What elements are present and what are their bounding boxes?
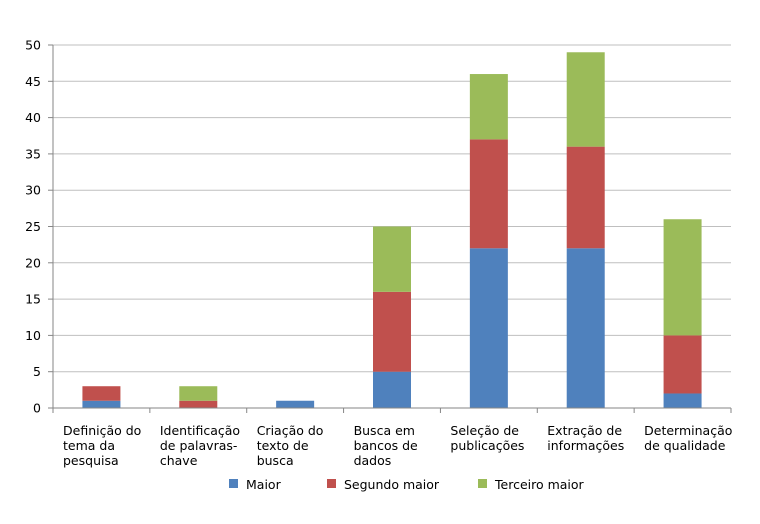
legend: Maior Segundo maior Terceiro maior: [229, 477, 585, 492]
x-tick-label-line: Definição do: [63, 423, 141, 438]
y-tick-label: 50: [25, 38, 41, 53]
x-tick-label-line: tema da: [63, 438, 115, 453]
legend-label: Terceiro maior: [494, 477, 585, 492]
x-tick-label: Extração de informações: [547, 423, 624, 453]
x-tick-label-line: de qualidade: [644, 438, 726, 453]
y-tick-label: 0: [33, 401, 41, 416]
bar-segment: [566, 52, 605, 147]
legend-swatch: [478, 479, 487, 488]
y-tick-label: 45: [25, 74, 41, 89]
x-tick-label: Seleção de publicações: [450, 423, 524, 453]
x-tick-label-line: Criação do: [257, 423, 324, 438]
legend-label: Segundo maior: [344, 477, 440, 492]
legend-swatch: [229, 479, 238, 488]
legend-label: Maior: [246, 477, 282, 492]
bar-segment: [82, 400, 121, 408]
x-tick-label: Criação do texto de busca: [257, 423, 324, 468]
y-tick-labels: 0 5 10 15 20 25 30 35 40 45 50: [25, 38, 41, 416]
x-tick-label-line: Seleção de: [450, 423, 519, 438]
bar-segment: [469, 248, 508, 408]
y-tick-label: 35: [25, 146, 41, 161]
bar-segment: [566, 248, 605, 408]
x-tick-label-line: informações: [547, 438, 624, 453]
x-tick-label-line: Identificação: [160, 423, 240, 438]
x-tick-label-line: texto de: [257, 438, 309, 453]
x-tick-label-line: bancos de: [354, 438, 418, 453]
y-tick-label: 10: [25, 328, 41, 343]
x-tick-label: Busca em bancos de dados: [354, 423, 418, 468]
x-tick-label-line: pesquisa: [63, 453, 119, 468]
x-tick-label-line: dados: [354, 453, 392, 468]
x-tick-label-line: publicações: [450, 438, 524, 453]
x-tick-label-line: Busca em: [354, 423, 415, 438]
y-tick-label: 20: [25, 255, 41, 270]
bar-segment: [663, 393, 702, 408]
x-tick-label: Determinação de qualidade: [644, 423, 732, 453]
y-tick-label: 5: [33, 364, 41, 379]
bar-segment: [469, 74, 508, 140]
x-tick-label-line: busca: [257, 453, 294, 468]
y-tick-label: 25: [25, 219, 41, 234]
legend-swatch: [327, 479, 336, 488]
bar-segment: [82, 386, 121, 401]
x-tick-labels: Definição do tema da pesquisa Identificação…: [63, 423, 732, 468]
bar-segment: [179, 386, 218, 401]
y-tick-label: 40: [25, 110, 41, 125]
bar-segment: [179, 400, 218, 408]
x-tick-label-line: chave: [160, 453, 198, 468]
x-tick-label: Identificação de palavras-chave: [160, 423, 240, 468]
bar-segment: [663, 335, 702, 394]
x-tick-label-line: Extração de: [547, 423, 622, 438]
bar-segment: [566, 146, 605, 249]
y-tick-label: 15: [25, 292, 41, 307]
bar-segment: [373, 371, 411, 408]
bar-segment: [469, 139, 508, 249]
x-tick-label: Definição do tema da pesquisa: [63, 423, 141, 468]
bar-segment: [663, 219, 702, 336]
bar-segment: [373, 291, 411, 372]
bar-segment: [373, 226, 411, 292]
x-tick-label-line: Determinação: [644, 423, 732, 438]
y-tick-label: 30: [25, 183, 41, 198]
bar-segment: [276, 400, 315, 408]
x-tick-label-line: de palavras-: [160, 438, 238, 453]
axes: [48, 44, 732, 413]
bars: [82, 52, 702, 408]
